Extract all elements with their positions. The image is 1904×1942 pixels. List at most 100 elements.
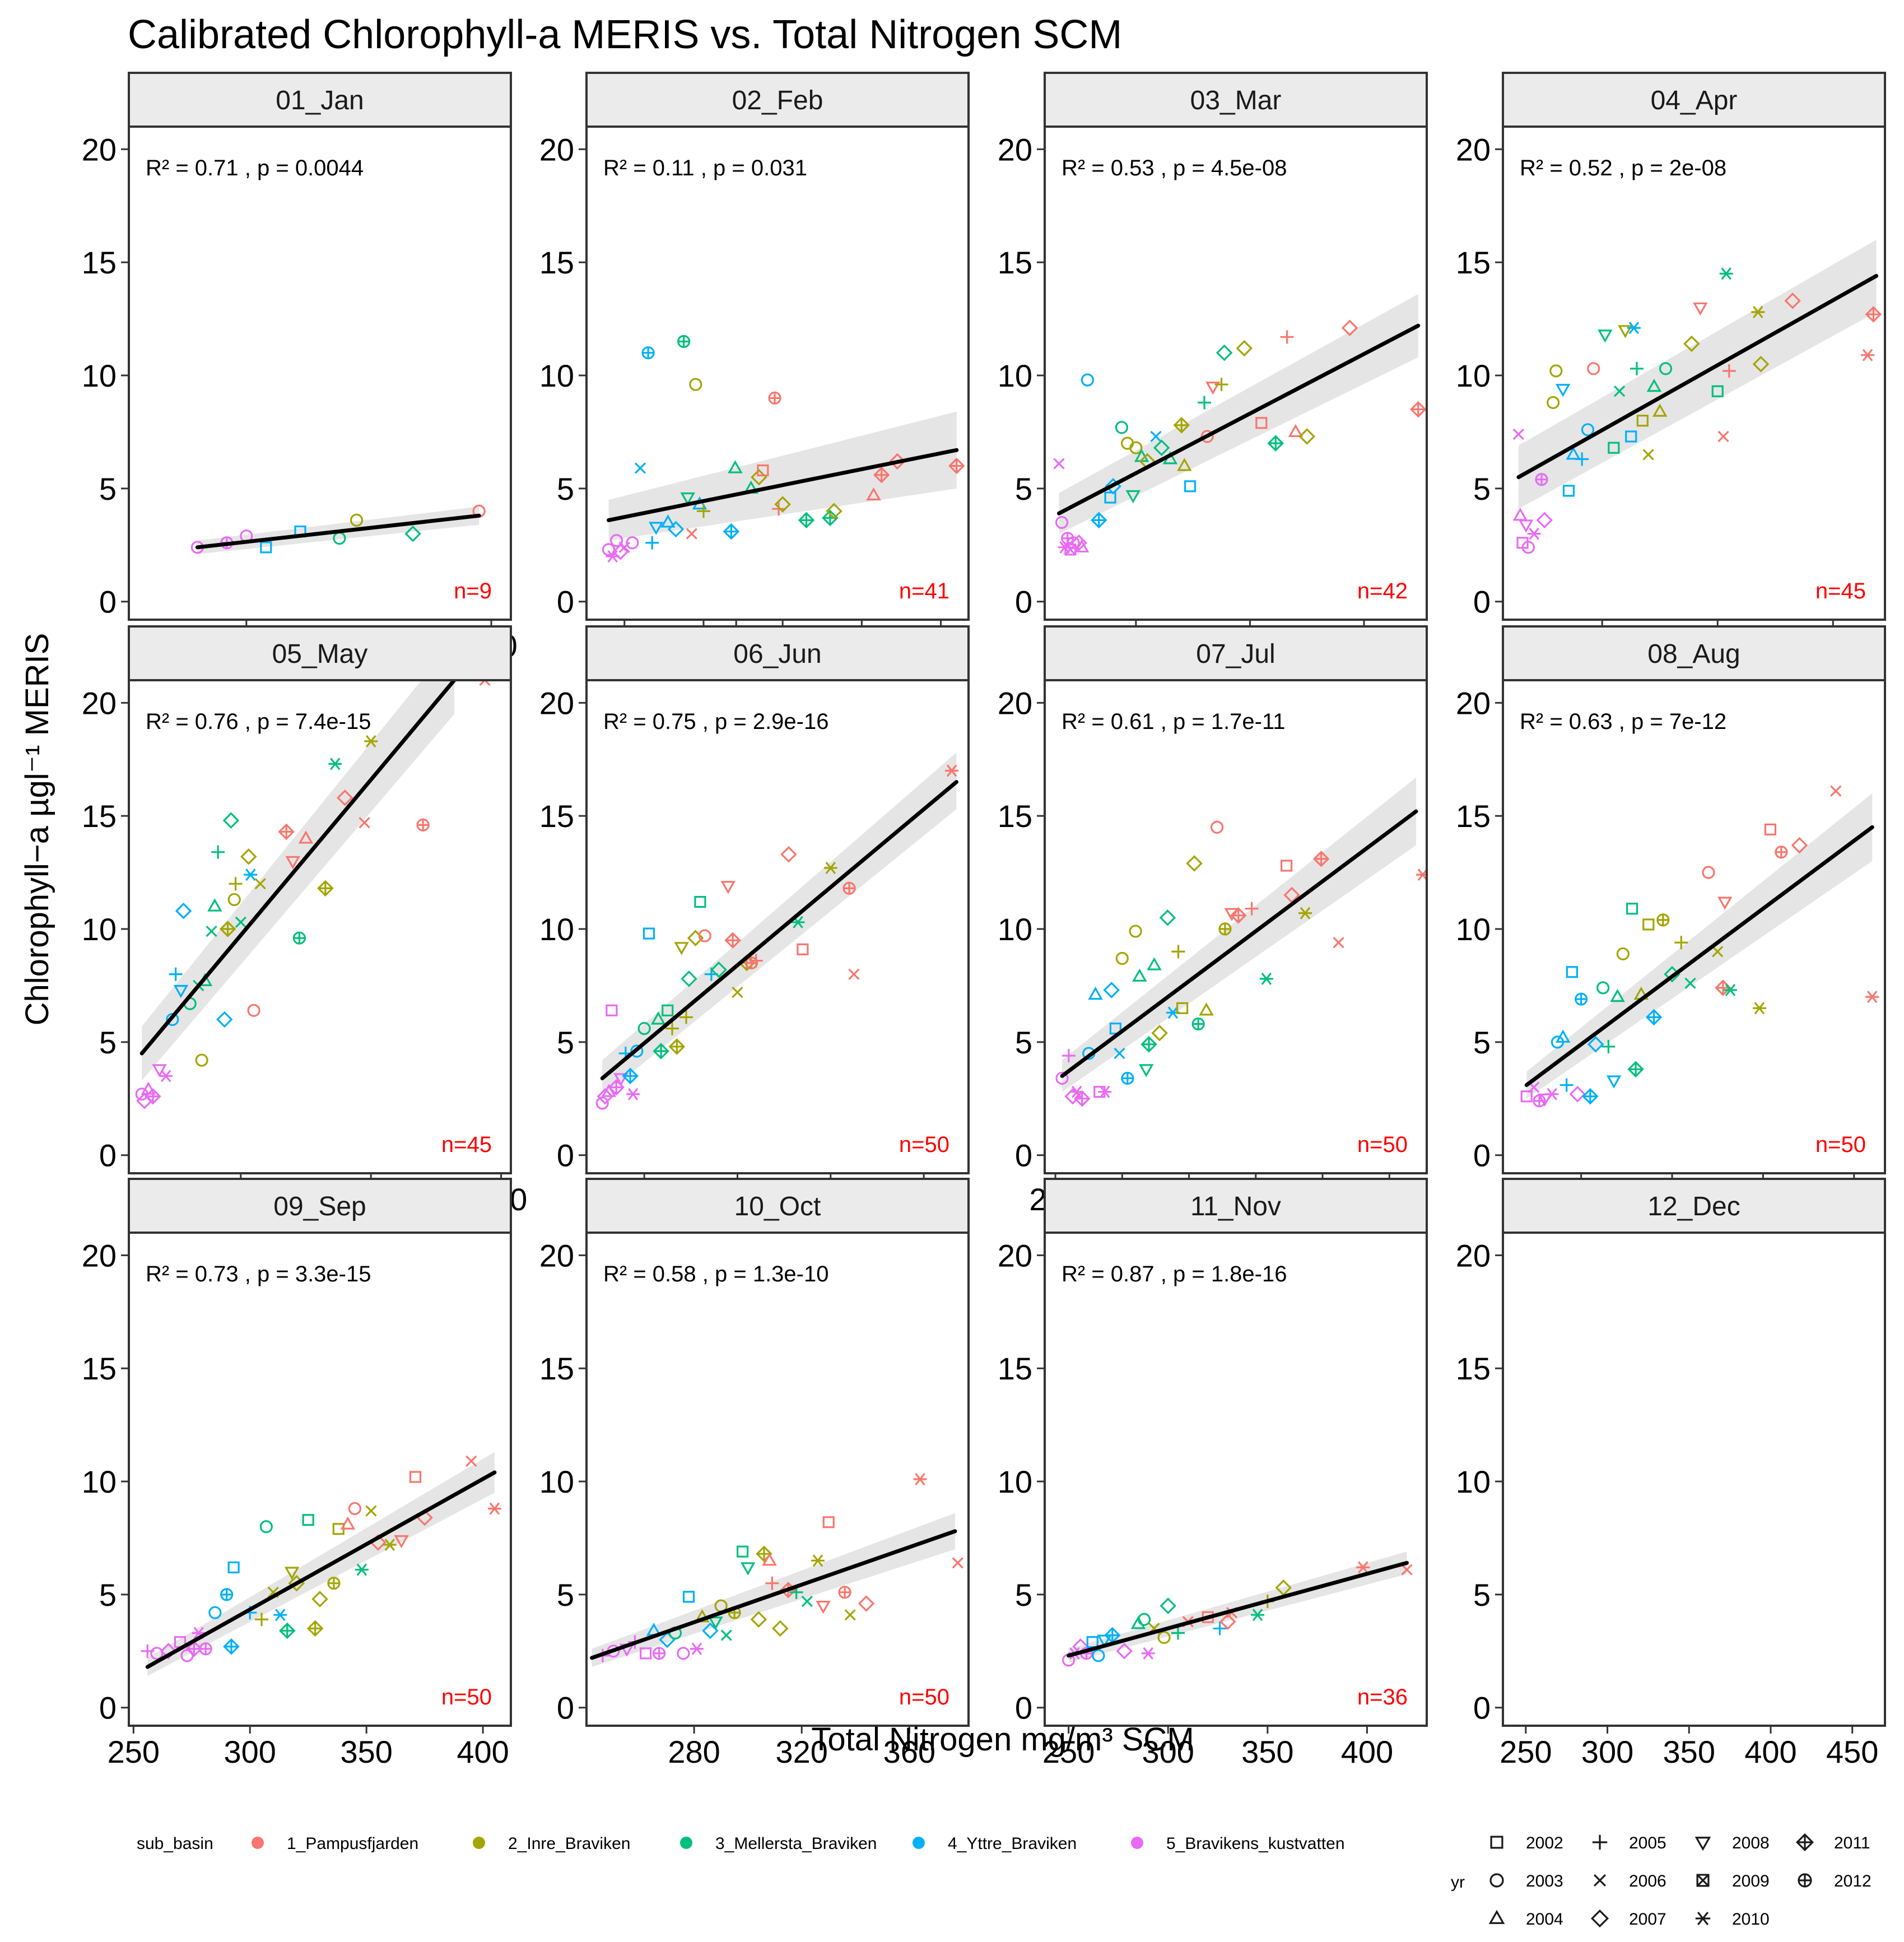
legend-color-item: 4_Yttre_Braviken — [913, 1834, 1077, 1853]
marker-circle-plus — [1575, 992, 1588, 1006]
n-count-label: n=50 — [441, 1685, 492, 1709]
panel-content — [1055, 777, 1427, 1107]
marker-triangle-outline — [1555, 384, 1571, 397]
marker-square — [1520, 1090, 1533, 1103]
marker-circle — [1157, 1630, 1171, 1644]
marker-triangle-down — [284, 1567, 300, 1580]
marker-stroke — [206, 925, 217, 937]
marker-circle — [247, 1003, 260, 1017]
marker-cross — [1593, 1874, 1607, 1887]
marker-diamond-plus — [1865, 306, 1882, 323]
marker-diamond-outline — [1569, 1085, 1586, 1103]
marker-triangle-outline — [207, 898, 222, 912]
marker-circle-outline — [350, 513, 364, 527]
marker-circle-outline — [626, 536, 639, 550]
marker-plus — [1280, 330, 1294, 344]
marker-stroke — [1333, 937, 1344, 949]
legend-color-item: 2_Inre_Braviken — [473, 1834, 630, 1853]
marker-square-outline — [1625, 430, 1637, 443]
panel-content — [1512, 239, 1882, 554]
marker-triangle-outline — [1130, 1616, 1146, 1629]
marker-stroke — [1150, 430, 1162, 443]
marker-circle-plus — [1656, 913, 1670, 927]
marker-diamond-plus — [622, 1067, 639, 1085]
marker-diamond — [1219, 1613, 1236, 1630]
legend-color-label: 5_Bravikens_kustvatten — [1166, 1834, 1345, 1853]
marker-stroke — [634, 462, 646, 474]
marker-square — [694, 895, 706, 908]
marker-circle-outline — [348, 1502, 361, 1516]
marker-triangle-outline — [866, 487, 881, 501]
marker-square — [797, 943, 809, 955]
legend-shape-item: 2011 — [1795, 1833, 1870, 1852]
legend-color-label: 4_Yttre_Braviken — [948, 1834, 1077, 1853]
marker-circle — [1211, 820, 1224, 834]
marker-triangle — [1130, 1616, 1146, 1629]
legend-shape-label: 2007 — [1629, 1910, 1666, 1929]
marker-diamond-plus — [798, 512, 815, 529]
y-tick-label: 5 — [1015, 471, 1032, 507]
marker-circle-outline — [677, 1647, 690, 1660]
marker-square-outline — [1562, 485, 1575, 497]
marker-stroke — [1064, 543, 1076, 555]
marker-square-outline — [757, 464, 769, 477]
marker-circle-outline — [150, 1647, 164, 1660]
panel-content — [1520, 785, 1879, 1108]
x-tick-label: 350 — [1663, 1734, 1715, 1769]
marker-stroke — [825, 862, 836, 875]
marker-triangle-outline — [613, 1073, 629, 1086]
marker-triangle — [866, 487, 881, 501]
marker-stroke — [1114, 1047, 1125, 1060]
marker-asterisk — [1751, 306, 1765, 319]
marker-stroke — [732, 986, 743, 998]
y-tick-label: 20 — [1456, 685, 1491, 721]
marker-triangle-down — [708, 1616, 723, 1630]
marker-triangle — [1199, 1002, 1214, 1016]
marker-stroke — [235, 916, 246, 928]
confidence-band — [602, 752, 957, 1097]
marker-triangle-down — [649, 522, 664, 535]
n-count-label: n=45 — [441, 1132, 492, 1157]
marker-circle — [630, 1044, 644, 1058]
marker-square — [1176, 1002, 1189, 1014]
x-tick-label: 400 — [457, 1734, 509, 1769]
marker-circle — [1547, 396, 1560, 410]
marker-circle-outline — [1115, 951, 1129, 965]
y-tick-label: 5 — [99, 471, 117, 507]
marker-circle-outline — [1596, 981, 1610, 995]
marker-circle — [1200, 430, 1214, 443]
marker-diamond — [597, 1088, 614, 1105]
y-tick-label: 0 — [1473, 584, 1491, 620]
marker-square-outline — [1636, 415, 1649, 427]
marker-circle — [1055, 515, 1069, 529]
confidence-band — [1059, 294, 1418, 534]
marker-diamond-plus — [1312, 851, 1330, 867]
panel-content — [1053, 294, 1427, 556]
marker-diamond — [160, 1643, 177, 1660]
marker-stroke — [384, 1539, 395, 1551]
marker-asterisk — [1527, 527, 1541, 540]
y-tick-label: 5 — [1015, 1025, 1032, 1060]
regression-line — [1516, 273, 1879, 480]
marker-triangle — [650, 1011, 666, 1025]
panel-border — [1502, 679, 1886, 1174]
marker-diamond-outline — [404, 525, 421, 542]
marker-circle-plus — [220, 1588, 234, 1601]
marker-cross — [254, 878, 266, 890]
marker-diamond-plus — [185, 1640, 203, 1657]
y-tick-label: 0 — [99, 584, 117, 620]
marker-diamond — [1752, 356, 1770, 373]
marker-diamond-outline — [1160, 1597, 1176, 1614]
marker-square-outline — [1566, 966, 1579, 978]
marker-circle-outline — [1055, 515, 1069, 529]
marker-cross — [235, 916, 246, 928]
marker-triangle-outline — [660, 514, 676, 528]
marker-circle-plus — [842, 881, 856, 895]
marker-diamond-outline — [1219, 1613, 1236, 1630]
marker-circle-outline — [602, 543, 616, 556]
marker-circle-outline — [1587, 362, 1600, 375]
marker-plus — [1575, 452, 1589, 466]
marker-diamond — [1153, 439, 1170, 456]
marker-diamond — [780, 846, 797, 863]
